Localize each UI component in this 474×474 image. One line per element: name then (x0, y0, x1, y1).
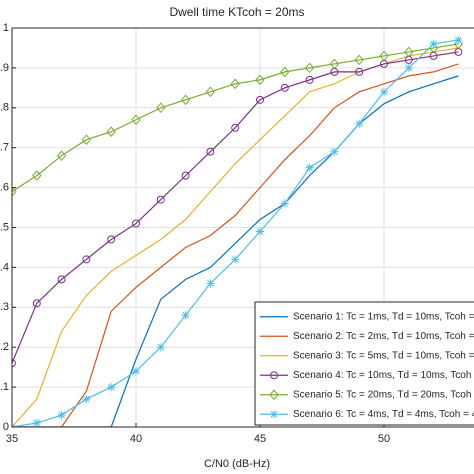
marker (454, 35, 463, 44)
marker (206, 279, 215, 288)
x-tick-label: 50 (378, 433, 390, 445)
marker (106, 126, 116, 137)
marker (12, 359, 16, 368)
marker (404, 46, 414, 58)
marker (82, 395, 91, 404)
marker (57, 411, 66, 420)
marker (32, 299, 41, 308)
marker (107, 383, 116, 392)
marker (57, 275, 66, 284)
marker (32, 419, 41, 427)
marker (181, 171, 190, 180)
marker (429, 39, 438, 48)
marker (404, 63, 413, 72)
marker (305, 75, 314, 84)
marker (231, 123, 240, 132)
y-tick-label: 0.4 (0, 261, 9, 273)
marker (131, 114, 141, 126)
marker (205, 86, 216, 98)
x-axis-label: C/N0 (dB-Hz) (204, 458, 270, 470)
marker (355, 67, 364, 76)
marker (156, 343, 165, 352)
y-tick-label: 0.2 (0, 341, 9, 353)
marker (256, 227, 264, 236)
marker (304, 62, 315, 74)
x-tick-label: 40 (130, 433, 142, 445)
marker (230, 78, 240, 90)
marker (270, 410, 278, 419)
y-tick-label: 0.1 (0, 381, 9, 393)
plot (12, 35, 464, 427)
legend-label: Scenario 5: Tc = 20ms, Td = 20ms, Tcoh =… (293, 389, 474, 400)
marker (82, 255, 91, 264)
y-tick-label: 0.6 (0, 182, 9, 194)
marker (329, 58, 340, 70)
series-line (12, 51, 459, 364)
marker (12, 186, 17, 197)
marker (379, 50, 389, 62)
legend-label: Scenario 3: Tc = 5ms, Td = 10ms, Tcoh = … (293, 350, 474, 361)
legend-label: Scenario 2: Tc = 2ms, Td = 10ms, Tcoh = … (293, 331, 474, 342)
marker (181, 311, 190, 320)
marker (206, 147, 215, 156)
marker (156, 195, 165, 204)
y-tick-label: 0 (3, 421, 9, 433)
marker (280, 199, 289, 208)
series-line (12, 63, 459, 427)
x-tick-label: 35 (6, 433, 18, 445)
marker (380, 87, 388, 96)
series-line (12, 75, 459, 427)
marker (132, 219, 140, 228)
marker (255, 74, 265, 86)
legend-label: Scenario 4: Tc = 10ms, Td = 10ms, Tcoh =… (293, 370, 474, 381)
legend: Scenario 1: Tc = 1ms, Td = 10ms, Tcoh = … (254, 301, 474, 426)
marker (305, 163, 314, 172)
marker (270, 371, 278, 380)
ticks: 0 0.1 0.2 0.3 0.4 0.5 0.6 0.7 0.8 0.9 1 35 40 45 50 (0, 22, 474, 445)
legend-box (254, 301, 474, 426)
marker (269, 389, 279, 401)
marker (330, 147, 339, 156)
marker (354, 54, 364, 66)
y-tick-label: 0.7 (0, 142, 9, 154)
legend-label: Scenario 1: Tc = 1ms, Td = 10ms, Tcoh = … (293, 311, 474, 322)
marker (132, 367, 140, 376)
y-tick-label: 0.3 (0, 301, 9, 313)
y-tick-label: 0.9 (0, 62, 9, 74)
marker (81, 134, 92, 145)
marker (355, 119, 364, 128)
chart-title: Dwell time KTcoh = 20ms (169, 5, 304, 19)
marker (32, 170, 42, 181)
y-tick-label: 1 (3, 22, 9, 34)
marker (256, 95, 264, 104)
marker (56, 150, 67, 161)
series-line (12, 43, 459, 193)
x-tick-label: 45 (254, 433, 266, 445)
plot-frame (11, 27, 474, 428)
y-tick-label: 0.8 (0, 102, 9, 114)
marker (107, 235, 116, 244)
y-tick-label: 0.5 (0, 221, 9, 233)
marker (156, 102, 166, 114)
legend-label: Scenario 6: Tc = 4ms, Td = 4ms, Tcoh = 4… (293, 409, 474, 420)
marker (280, 66, 290, 78)
marker (280, 83, 289, 92)
marker (231, 255, 240, 264)
marker (180, 94, 191, 106)
